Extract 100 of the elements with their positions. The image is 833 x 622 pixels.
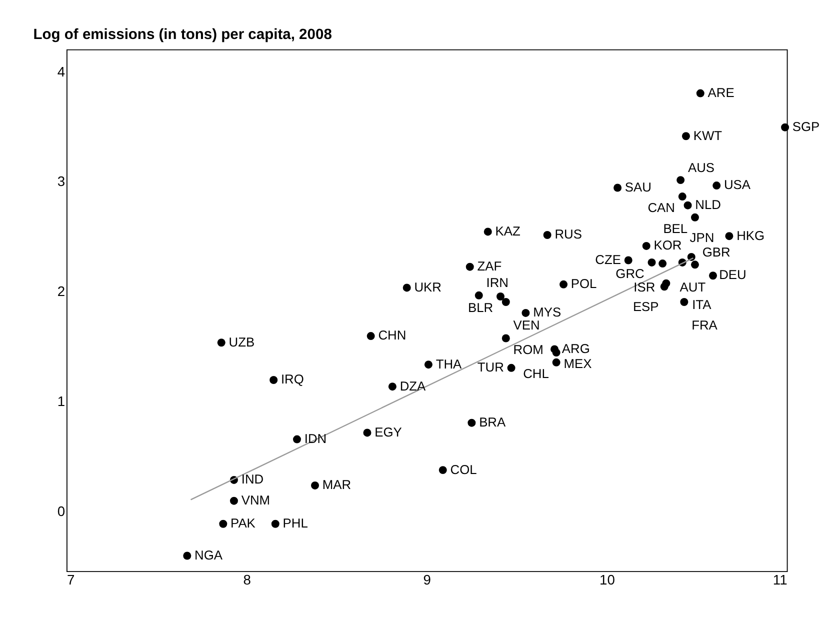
- point: [614, 184, 622, 192]
- annotation: USA: [724, 177, 751, 192]
- point: [217, 338, 226, 347]
- x-tick-label: 8: [243, 572, 252, 588]
- annotation: MYS: [533, 304, 562, 320]
- point: [363, 428, 372, 437]
- annotation: IDN: [304, 431, 327, 446]
- point: [676, 176, 685, 184]
- point: [543, 230, 552, 239]
- chart-title: Log of emissions (in tons) per capita, 2008: [33, 27, 332, 44]
- point: [311, 481, 320, 490]
- annotation: DEU: [719, 267, 746, 282]
- point: [560, 280, 568, 288]
- annotation: VEN: [513, 318, 540, 333]
- annotation: AUT: [680, 279, 706, 294]
- point: [624, 256, 632, 264]
- annotation: ITA: [692, 296, 712, 312]
- annotation: NGA: [194, 547, 223, 562]
- point: [502, 298, 510, 306]
- annotation: ESP: [632, 299, 659, 314]
- annotation: CHN: [378, 328, 406, 343]
- annotation: MEX: [564, 356, 592, 372]
- point: [466, 262, 474, 271]
- point: [507, 364, 516, 372]
- point: [271, 520, 280, 528]
- point: [648, 258, 656, 266]
- point: [682, 132, 690, 140]
- y-tick-label: 0: [57, 502, 66, 519]
- point: [230, 496, 238, 505]
- point: [502, 334, 510, 342]
- annotation: HKG: [736, 228, 765, 243]
- point: [438, 466, 447, 474]
- y-tick-label: 1: [57, 392, 66, 409]
- point: [781, 123, 790, 132]
- point: [270, 376, 278, 384]
- y-tick-label: 2: [57, 283, 66, 300]
- annotation: MAR: [322, 477, 352, 492]
- annotation: IRQ: [280, 372, 304, 387]
- point: [474, 291, 483, 300]
- annotation: ARG: [562, 340, 590, 356]
- x-tick-label: 11: [772, 572, 788, 588]
- point: [642, 242, 650, 250]
- annotation: RUS: [554, 226, 582, 242]
- annotation: BRA: [479, 414, 506, 430]
- annotation: JPN: [690, 230, 714, 246]
- point: [293, 435, 301, 444]
- point: [690, 260, 699, 269]
- annotation: PHL: [282, 516, 308, 531]
- annotation: DZA: [400, 378, 426, 394]
- annotation: POL: [570, 276, 597, 292]
- y-tick-label: 3: [57, 173, 66, 190]
- y-tick-label: 4: [57, 63, 66, 80]
- point: [402, 284, 411, 292]
- annotation: SAU: [624, 179, 652, 194]
- annotation: COL: [450, 462, 477, 477]
- point: [496, 292, 504, 300]
- point: [712, 182, 721, 190]
- point: [725, 232, 734, 240]
- annotation: IND: [241, 472, 264, 487]
- annotation: KOR: [654, 238, 682, 253]
- point: [424, 360, 432, 369]
- point: [183, 552, 192, 560]
- x-tick-label: 9: [423, 572, 432, 588]
- point: [680, 298, 688, 306]
- point: [660, 282, 668, 291]
- point: [696, 89, 704, 98]
- annotation: AUS: [688, 160, 715, 175]
- annotation: CHL: [523, 366, 549, 382]
- point: [388, 382, 396, 391]
- annotation: ZAF: [477, 258, 502, 274]
- annotation: ISR: [634, 279, 656, 294]
- annotation: TUR: [477, 360, 504, 375]
- annotation: NLD: [695, 197, 721, 212]
- annotation: UZB: [228, 334, 255, 350]
- point: [552, 358, 560, 366]
- annotation: VNM: [241, 492, 270, 508]
- point: [484, 228, 492, 236]
- annotation: CAN: [648, 200, 675, 216]
- annotation: ROM: [513, 342, 544, 357]
- annotation: UKR: [414, 279, 442, 294]
- annotation: KAZ: [495, 223, 520, 238]
- point: [552, 348, 560, 357]
- point: [522, 308, 530, 317]
- annotation: BLR: [468, 300, 494, 316]
- annotation: FRA: [692, 318, 718, 333]
- annotation: THA: [436, 356, 462, 372]
- point: [468, 418, 476, 427]
- annotation: ARE: [708, 84, 735, 100]
- x-tick-label: 7: [66, 572, 75, 588]
- annotation: EGY: [374, 424, 402, 440]
- point: [684, 201, 692, 210]
- annotation: PAK: [230, 516, 256, 531]
- annotation: GRC: [616, 266, 644, 282]
- point: [658, 260, 667, 268]
- annotation: GBR: [702, 244, 730, 260]
- annotation: CZE: [595, 252, 622, 267]
- point: [708, 272, 717, 280]
- point: [366, 332, 375, 340]
- annotation: KWT: [693, 128, 722, 143]
- annotation: BEL: [663, 221, 688, 236]
